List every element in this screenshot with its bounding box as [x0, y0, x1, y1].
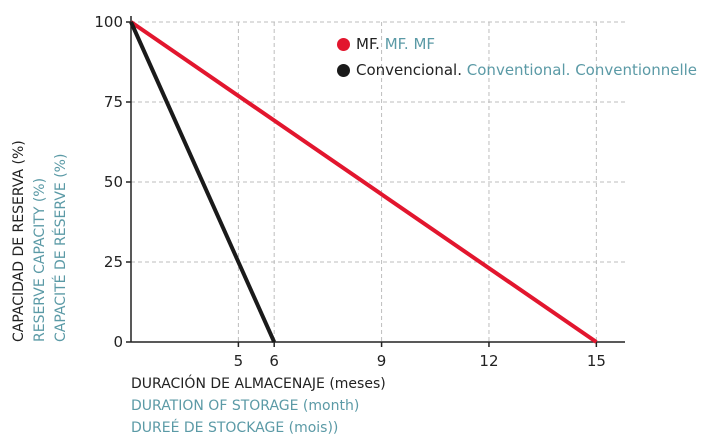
x-axis-label-en: DURATION OF STORAGE (month) — [131, 398, 360, 414]
y-axis-label-fr: CAPACITÉ DE RÉSERVE (%) — [53, 153, 69, 342]
legend-item-mf: MF. MF. MF — [337, 35, 435, 53]
series-line-0 — [129, 20, 598, 344]
x-axis-label-es: DURACIÓN DE ALMACENAJE (meses) — [131, 376, 386, 392]
x-tick-label-15: 15 — [587, 352, 606, 370]
y-tick-label-50: 50 — [104, 173, 123, 191]
legend-label-conventional-es: Convencional. — [356, 61, 462, 79]
legend-label-mf-es: MF. — [356, 35, 380, 53]
legend-marker-conventional — [337, 63, 350, 77]
grid-lines — [131, 21, 625, 342]
legend-marker-mf — [337, 37, 350, 51]
y-axis-label-en: RESERVE CAPACITY (%) — [32, 177, 48, 342]
legend-label-conventional-fr: Conventionnelle — [575, 61, 698, 79]
y-tick-label-0: 0 — [113, 333, 123, 351]
legend-label-conventional-en: Conventional. — [466, 61, 571, 79]
x-tick-label-9: 9 — [377, 352, 387, 370]
y-tick-label-100: 100 — [94, 13, 123, 31]
x-tick-label-6: 6 — [269, 352, 279, 370]
legend-label-mf-fr: MF — [413, 35, 436, 53]
x-axis-label-fr: DUREÉ DE STOCKAGE (mois)) — [131, 420, 339, 436]
y-tick-label-75: 75 — [104, 93, 123, 111]
legend-label-mf-en: MF. — [384, 35, 409, 53]
series-lines — [129, 20, 598, 344]
y-tick-label-25: 25 — [104, 253, 123, 271]
x-tick-label-5: 5 — [234, 352, 244, 370]
legend-item-conventional: Convencional. Conventional. Conventionne… — [337, 61, 697, 79]
x-tick-label-12: 12 — [479, 352, 498, 370]
y-axis-label-es: CAPACIDAD DE RESERVA (%) — [11, 140, 27, 342]
axes — [126, 16, 625, 347]
series-line-1 — [129, 21, 277, 343]
tick-labels: 0 25 50 75 100 5 6 9 12 15 — [94, 13, 606, 370]
